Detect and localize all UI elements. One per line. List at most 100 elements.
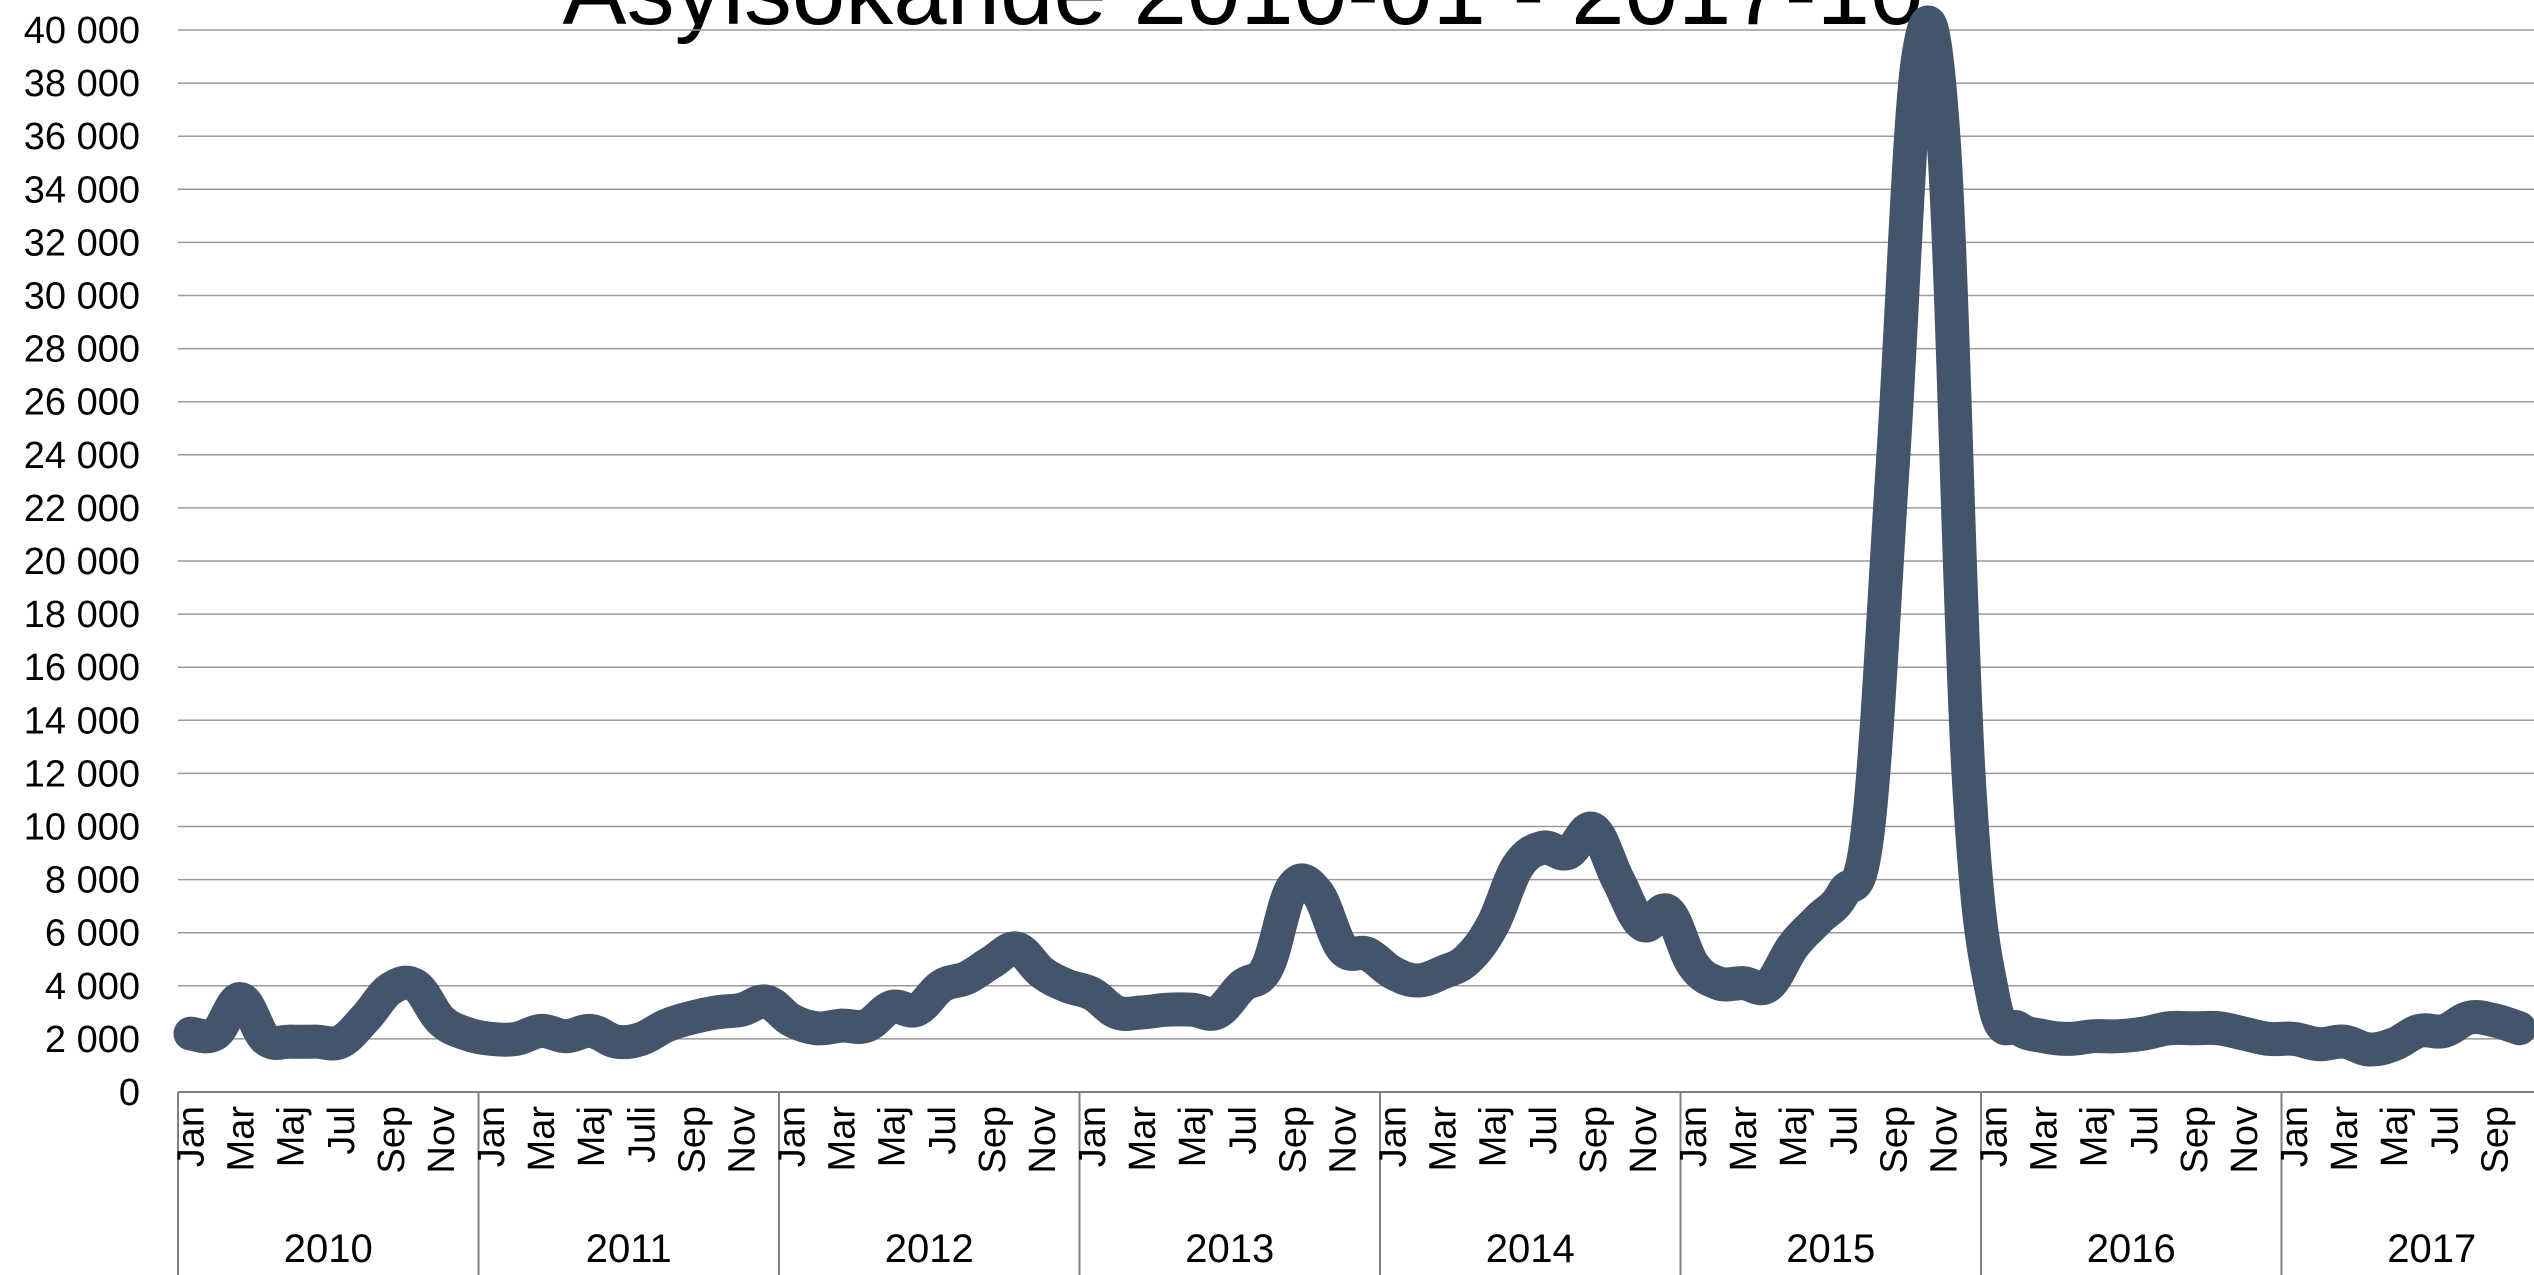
month-tick-label: Jan <box>1673 1106 1715 1167</box>
year-label: 2014 <box>1486 1227 1575 1271</box>
data-point <box>364 1016 368 1020</box>
month-tick-label: Sep <box>2174 1106 2216 1174</box>
month-tick-label: Mar <box>1723 1106 1765 1172</box>
data-point <box>739 1008 743 1012</box>
data-point <box>2442 1029 2446 1033</box>
month-tick-label: Maj <box>872 1106 914 1167</box>
y-tick-label: 12 000 <box>24 753 140 795</box>
chart-title: Asylsökande 2010-01 - 2017-10 <box>563 0 1924 45</box>
month-tick-label: Mar <box>2024 1106 2066 1172</box>
month-tick-label: Maj <box>1172 1106 1214 1167</box>
data-point <box>1967 771 1971 775</box>
data-point <box>1015 947 1019 951</box>
data-point <box>1265 965 1269 969</box>
data-point <box>1816 917 1820 921</box>
month-tick-label: Nov <box>1022 1106 1064 1174</box>
data-point <box>1641 923 1645 927</box>
month-tick-label: Nov <box>1923 1106 1965 1174</box>
data-point <box>965 976 969 980</box>
y-tick-label: 30 000 <box>24 276 140 318</box>
y-tick-label: 38 000 <box>24 63 140 105</box>
data-point <box>1366 952 1370 956</box>
month-tick-label: Nov <box>2224 1106 2266 1174</box>
data-point <box>714 1010 718 1014</box>
data-point <box>1541 846 1545 850</box>
data-point <box>1891 453 1895 457</box>
data-point <box>2492 1018 2496 1022</box>
month-tick-label: Mar <box>2324 1106 2366 1172</box>
data-point <box>1315 891 1319 895</box>
month-tick-label: Sep <box>1272 1106 1314 1174</box>
data-point <box>2267 1037 2271 1041</box>
data-point <box>589 1029 593 1033</box>
data-point <box>1140 1010 1144 1014</box>
year-label: 2013 <box>1185 1227 1274 1271</box>
data-point <box>1065 984 1069 988</box>
data-point <box>1516 864 1520 868</box>
data-point <box>1391 971 1395 975</box>
data-point <box>1941 134 1945 138</box>
data-point <box>2217 1026 2221 1030</box>
data-point <box>2367 1048 2371 1052</box>
data-point <box>1040 971 1044 975</box>
month-tick-label: Jan <box>1072 1106 1114 1167</box>
data-point <box>1240 984 1244 988</box>
data-point <box>2042 1034 2046 1038</box>
data-point <box>639 1037 643 1041</box>
data-point <box>614 1040 618 1044</box>
month-tick-label: Mar <box>822 1106 864 1172</box>
month-tick-label: Jul <box>1823 1106 1865 1155</box>
month-tick-label: Jul <box>2424 1106 2466 1155</box>
month-tick-label: Nov <box>1322 1106 1364 1174</box>
month-tick-label: Jul <box>321 1106 363 1155</box>
data-point <box>264 1037 268 1041</box>
data-point <box>2417 1029 2421 1033</box>
series-group <box>173 5 2534 1067</box>
month-tick-label: Nov <box>421 1106 463 1174</box>
data-point <box>689 1016 693 1020</box>
data-point <box>1616 878 1620 882</box>
data-point <box>389 987 393 991</box>
data-point <box>1992 997 1996 1001</box>
data-point <box>1741 981 1745 985</box>
month-tick-label: Nov <box>1623 1106 1665 1174</box>
data-point <box>1866 825 1870 829</box>
data-point <box>2117 1034 2121 1038</box>
data-point <box>1441 971 1445 975</box>
data-point <box>414 984 418 988</box>
year-label: 2010 <box>284 1227 373 1271</box>
y-tick-label: 0 <box>119 1072 140 1114</box>
data-point <box>2167 1026 2171 1030</box>
data-point <box>1716 981 1720 985</box>
month-tick-label: Jul <box>2124 1106 2166 1155</box>
month-tick-label: Nov <box>721 1106 763 1174</box>
y-tick-label: 18 000 <box>24 594 140 636</box>
data-point <box>564 1034 568 1038</box>
data-point <box>2192 1026 2196 1030</box>
data-point <box>2017 1026 2021 1030</box>
year-label: 2016 <box>2087 1227 2176 1271</box>
data-point <box>940 984 944 988</box>
y-tick-label: 34 000 <box>24 169 140 211</box>
data-point <box>2292 1037 2296 1041</box>
data-point <box>1491 923 1495 927</box>
month-tick-label: Sep <box>1873 1106 1915 1174</box>
y-tick-label: 16 000 <box>24 647 140 689</box>
data-point <box>1115 1010 1119 1014</box>
data-point <box>339 1040 343 1044</box>
month-tick-label: Maj <box>1773 1106 1815 1167</box>
month-tick-label: Jan <box>1373 1106 1415 1167</box>
data-point <box>2517 1026 2521 1030</box>
y-tick-label: 28 000 <box>24 329 140 371</box>
data-point <box>2242 1032 2246 1036</box>
y-tick-label: 6 000 <box>45 913 140 955</box>
month-tick-label: Jul <box>1222 1106 1264 1155</box>
data-point <box>2092 1034 2096 1038</box>
data-point <box>915 1008 919 1012</box>
data-point <box>314 1040 318 1044</box>
y-tick-label: 10 000 <box>24 807 140 849</box>
data-point <box>514 1037 518 1041</box>
data-point <box>1190 1008 1194 1012</box>
y-tick-label: 40 000 <box>24 10 140 52</box>
